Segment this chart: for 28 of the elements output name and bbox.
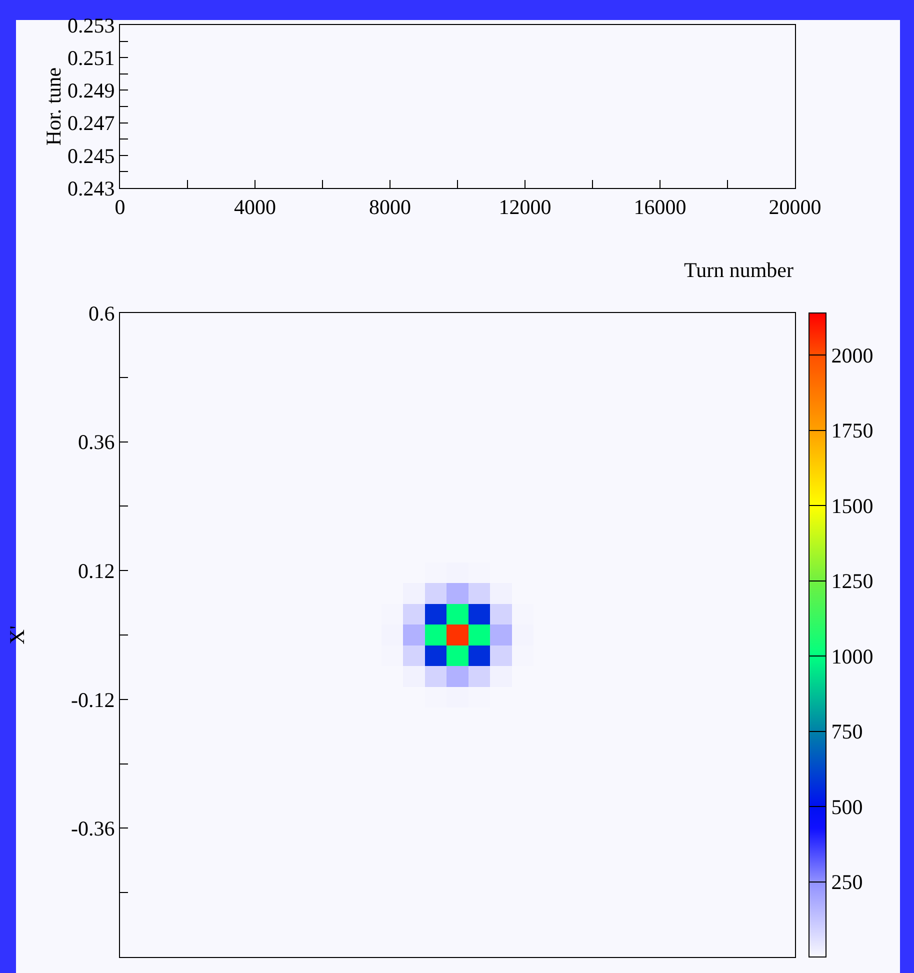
y-axis-title: Hor. tune [42, 67, 66, 146]
color-bar-label: 250 [831, 870, 863, 894]
x-tick-label: 8000 [369, 195, 411, 220]
color-bar-label: 1500 [831, 494, 874, 518]
x-axis-title: Turn number [684, 258, 794, 282]
y-tick-label: 0.245 [68, 144, 115, 168]
x-tick-label: 16000 [634, 195, 686, 220]
y-tick-label: 0.12 [78, 558, 115, 583]
x-tick-label: 20000 [768, 195, 822, 220]
y-tick-label: 0.247 [68, 111, 115, 136]
y-tick-label: -0.36 [71, 816, 115, 841]
y-tick-label: 0.251 [68, 46, 115, 70]
x-tick-label: 12000 [498, 195, 552, 220]
color-bar-label: 1000 [831, 644, 874, 668]
y-axis-title: X' [5, 626, 30, 644]
x-tick-label: 4000 [234, 195, 276, 220]
color-bar-label: 2000 [831, 343, 874, 368]
y-tick-label: 0.243 [68, 176, 115, 200]
color-bar-label: 750 [831, 720, 863, 744]
y-tick-label: 0.6 [88, 301, 115, 326]
y-tick-label: 0.249 [68, 78, 115, 103]
color-bar-label: 1250 [831, 569, 874, 594]
color-bar-label: 500 [831, 794, 863, 819]
y-tick-label: -0.12 [71, 688, 115, 712]
y-tick-label: 0.253 [68, 13, 115, 38]
x-tick-label: 0 [114, 195, 126, 220]
y-tick-label: 0.36 [78, 430, 115, 454]
color-bar-label: 1750 [831, 418, 874, 443]
